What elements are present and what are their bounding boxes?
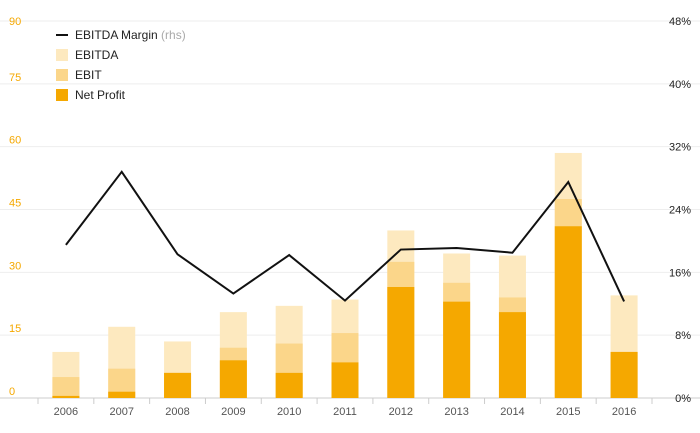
legend-swatch xyxy=(56,69,68,81)
y-tick-label-left: 45 xyxy=(9,198,21,210)
bar-net-profit xyxy=(219,360,247,398)
bar-ebit xyxy=(52,377,80,398)
x-tick-label: 2012 xyxy=(389,406,413,418)
bar-net-profit xyxy=(108,391,136,398)
y-tick-label-right: 32% xyxy=(669,142,691,154)
ebitda-margin-line xyxy=(65,170,625,302)
legend-label: EBIT xyxy=(75,68,102,82)
x-tick-label: 2009 xyxy=(221,406,245,418)
legend-swatch xyxy=(56,49,68,61)
bar-net-profit xyxy=(610,351,638,398)
legend-label: EBITDA Margin (rhs) xyxy=(75,28,186,42)
margin-line xyxy=(65,170,625,302)
y-tick-label-right: 40% xyxy=(669,79,691,91)
y-tick-label-left: 60 xyxy=(9,135,21,147)
bar-net-profit xyxy=(275,372,303,398)
x-tick-label: 2011 xyxy=(333,406,357,418)
bar-net-profit xyxy=(443,301,471,398)
bar-net-profit xyxy=(52,395,80,398)
y-tick-label-right: 16% xyxy=(669,267,691,279)
x-tick-label: 2010 xyxy=(277,406,301,418)
y-tick-label-right: 8% xyxy=(675,330,691,342)
bar-net-profit xyxy=(498,312,526,398)
x-tick-label: 2007 xyxy=(109,406,133,418)
y-tick-label-left: 30 xyxy=(9,260,21,272)
y-tick-label-right: 24% xyxy=(669,205,691,217)
bar-net-profit xyxy=(387,286,415,398)
y-tick-label-left: 75 xyxy=(9,72,21,84)
x-tick-label: 2006 xyxy=(54,406,78,418)
bar-net-profit xyxy=(554,226,582,398)
axes: 0 15 30 45 60 75 90 0% 8% 16% 24% 32% 40% 48% 2006 2007… xyxy=(9,16,691,418)
legend-label: Net Profit xyxy=(75,88,126,102)
legend-swatch xyxy=(56,89,68,101)
bars xyxy=(52,152,638,398)
x-tick-label: 2008 xyxy=(165,406,189,418)
legend-label: EBITDA xyxy=(75,48,118,62)
legend: EBITDA Margin (rhs) EBITDA EBIT Net Profit xyxy=(56,28,186,102)
y-tick-label-right: 0% xyxy=(675,393,691,405)
x-tick-label: 2015 xyxy=(556,406,580,418)
bar-net-profit xyxy=(331,362,359,398)
y-tick-label-right: 48% xyxy=(669,16,691,28)
y-tick-label-left: 90 xyxy=(9,16,21,28)
y-tick-label-left: 15 xyxy=(9,323,21,335)
y-tick-label-left: 0 xyxy=(9,386,15,398)
x-tick-label: 2016 xyxy=(612,406,636,418)
x-tick-label: 2014 xyxy=(500,406,524,418)
x-tick-label: 2013 xyxy=(444,406,468,418)
bar-net-profit xyxy=(164,372,192,398)
